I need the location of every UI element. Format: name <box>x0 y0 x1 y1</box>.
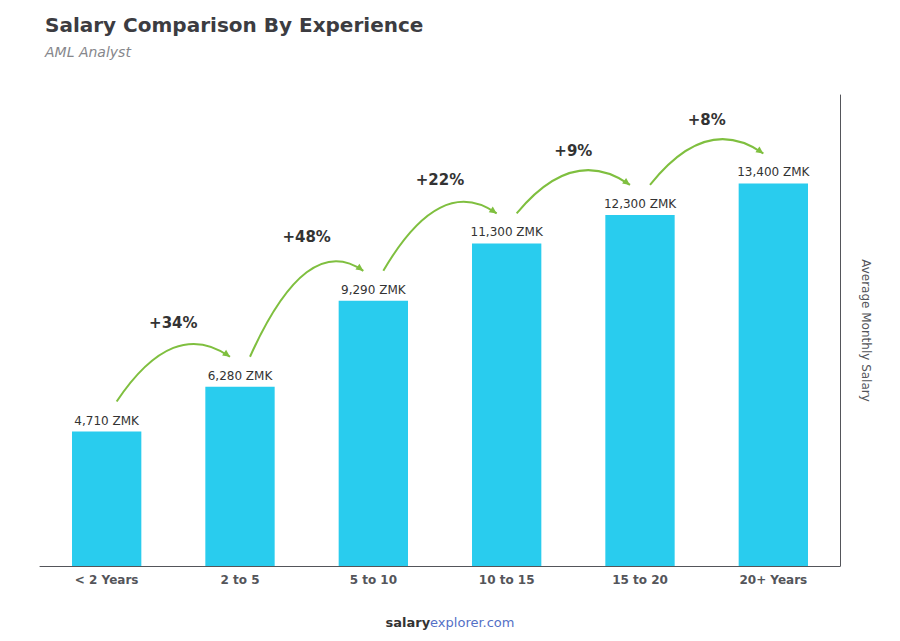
svg-text:9,290 ZMK: 9,290 ZMK <box>341 283 407 297</box>
svg-text:+22%: +22% <box>416 171 464 189</box>
svg-text:+9%: +9% <box>554 142 592 160</box>
svg-text:Average Monthly Salary: Average Monthly Salary <box>859 259 873 402</box>
svg-text:11,300 ZMK: 11,300 ZMK <box>471 225 544 239</box>
svg-text:+34%: +34% <box>149 314 197 332</box>
svg-text:4,710 ZMK: 4,710 ZMK <box>74 414 140 428</box>
svg-text:+48%: +48% <box>282 228 330 246</box>
svg-text:AML Analyst: AML Analyst <box>44 44 131 60</box>
svg-text:salary: salary <box>385 615 430 630</box>
svg-text:2 to 5: 2 to 5 <box>220 573 259 587</box>
svg-text:12,300 ZMK: 12,300 ZMK <box>604 197 677 211</box>
svg-text:+8%: +8% <box>688 111 726 129</box>
svg-text:explorer.com: explorer.com <box>430 615 514 630</box>
svg-text:5 to 10: 5 to 10 <box>350 573 397 587</box>
svg-text:13,400 ZMK: 13,400 ZMK <box>737 165 810 179</box>
svg-text:Salary Comparison By Experienc: Salary Comparison By Experience <box>45 13 423 37</box>
svg-text:< 2 Years: < 2 Years <box>75 573 139 587</box>
svg-text:10 to 15: 10 to 15 <box>479 573 535 587</box>
svg-text:15 to 20: 15 to 20 <box>612 573 668 587</box>
svg-text:20+ Years: 20+ Years <box>739 573 807 587</box>
svg-text:6,280 ZMK: 6,280 ZMK <box>208 369 274 383</box>
